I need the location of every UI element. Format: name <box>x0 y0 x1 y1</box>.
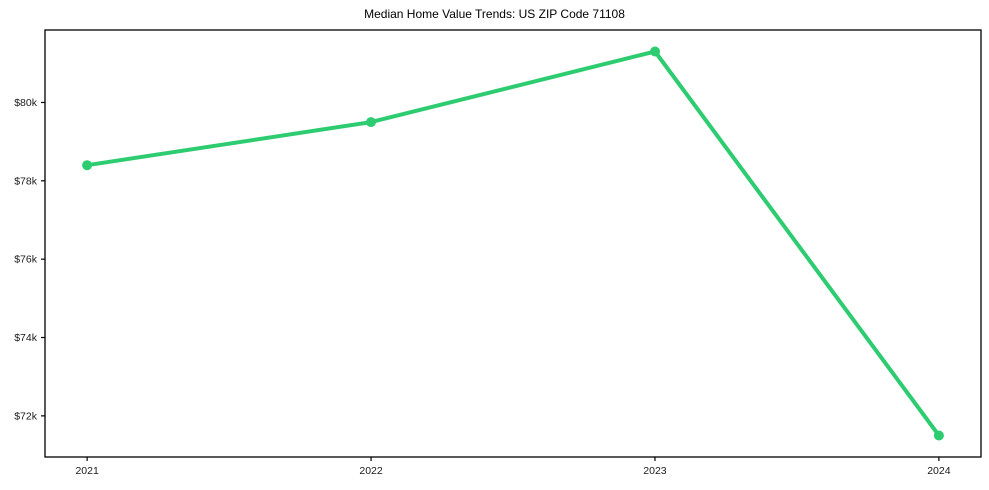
x-tick-label: 2024 <box>927 465 951 477</box>
x-tick-label: 2021 <box>75 465 99 477</box>
y-tick-label: $78k <box>14 175 38 187</box>
series-line <box>85 49 941 438</box>
plot-border <box>44 29 982 458</box>
data-point-2022 <box>366 117 376 128</box>
y-tick-label: $72k <box>14 410 38 422</box>
x-tick-label: 2022 <box>359 465 383 477</box>
y-tick-label: $76k <box>14 254 38 266</box>
x-tick-label: 2023 <box>643 465 667 477</box>
data-point-2021 <box>82 160 93 171</box>
y-tick-label: $74k <box>14 332 38 344</box>
data-point-2024 <box>933 430 944 441</box>
data-point-2023 <box>650 46 660 57</box>
y-tick-label: $80k <box>14 97 38 109</box>
